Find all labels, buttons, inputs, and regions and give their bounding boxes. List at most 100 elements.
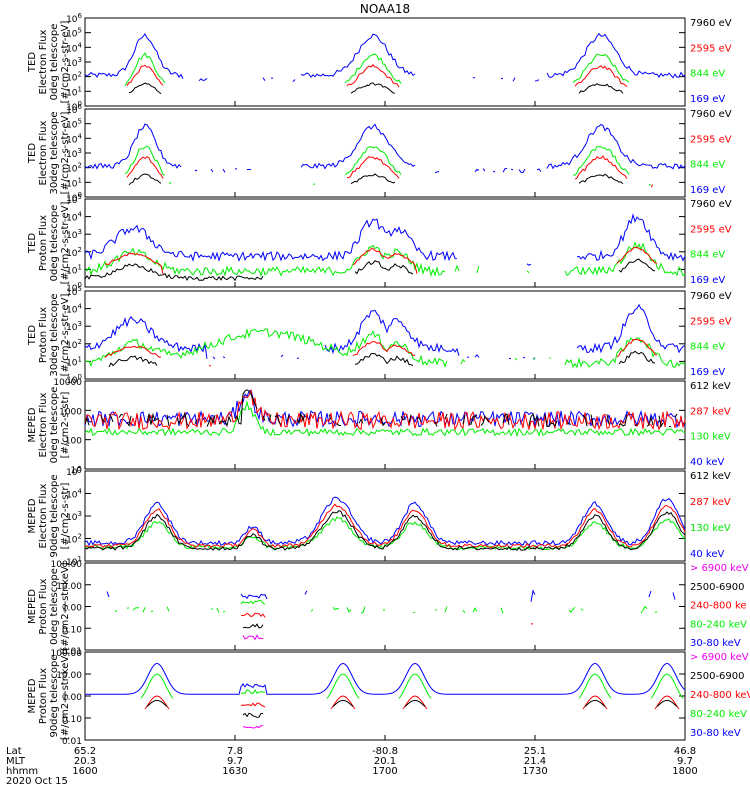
panel-3: TED Proton Flux 0deg telescope [#/cm2-s-str… [27, 193, 732, 294]
panel-5-ylabel-line: [#/cm2-s-str] [60, 391, 71, 458]
panel-1-ylabel-line: TED [27, 52, 38, 73]
panel-7-ytick-label: 1.00 [62, 604, 82, 614]
panel-8-ytick-label: 10.00 [56, 671, 82, 681]
panel-3-series-black [84, 258, 656, 282]
footer-hhmm-value: 1600 [72, 766, 97, 777]
panel-2-frame [84, 108, 686, 198]
panel-2-ylabel: TED Electron Flux 30deg telescope [#/cm2-s-… [27, 111, 71, 194]
panel-3-ylabel: TED Proton Flux 0deg telescope [#/cm2-s-str… [27, 202, 71, 285]
panel-8-ylabel-line: MEPED [27, 678, 38, 713]
panel-5-ylabel: MEPED Electron Flux 0deg telescope [#/cm2-s… [27, 387, 71, 464]
panel-6-ylabel-line: 90deg telescope [49, 474, 60, 557]
legend-blue: 169 eV [690, 94, 725, 105]
panel-4-series-green [84, 327, 686, 369]
legend-black: 7960 eV [690, 18, 732, 29]
chart-title: NOAA18 [360, 2, 410, 16]
panel-6-frame [84, 470, 686, 562]
panel-5-series-blue [84, 389, 686, 429]
panel-6-ylabel-line: [#/cm2-s-str] [60, 482, 71, 549]
panel-7-ylabel: MEPED Proton Flux 0deg telescope [#/cm2-s-s… [27, 562, 71, 650]
footer-hhmm-value: 1800 [672, 766, 697, 777]
legend-black: 2500-6900 [690, 582, 745, 593]
panel-7-ytick-label: 0.01 [62, 647, 82, 657]
panel-2-series-green [125, 146, 685, 185]
panel-3-ylabel-line: Proton Flux [38, 215, 49, 271]
panel-5-ylabel-line: Electron Flux [38, 392, 49, 457]
panel-5-ytick-label: 1000 [59, 407, 82, 417]
panel-3-series-red [104, 246, 658, 274]
panel-7-ylabel-line: Proton Flux [38, 578, 49, 634]
panel-5-ytick-label: 10 [71, 466, 83, 476]
footer-hhmm-value: 1730 [522, 766, 547, 777]
legend-blue: 169 eV [690, 185, 725, 196]
panel-8-ytick-label: 1.00 [62, 693, 82, 703]
panel-6-series-red [84, 503, 686, 549]
panel-4-series-black [108, 350, 655, 368]
panel-1-ylabel: TED Electron Flux 0deg telescope [#/cm2-s-s… [27, 21, 71, 104]
panel-5-ylabel-line: 0deg telescope [49, 387, 60, 464]
panel-8-ytick-label: 100.00 [51, 649, 83, 659]
panel-1-frame [84, 17, 686, 107]
panel-1-series-blue [84, 32, 686, 83]
panel-1-series-red [127, 65, 685, 95]
panel-7-ylabel-line: MEPED [27, 589, 38, 624]
footer-mlt-value: 21.4 [524, 756, 546, 767]
panel-7-series-black [242, 623, 264, 629]
panel-7-ytick-label: 0.10 [62, 625, 82, 635]
panel-5-legend: 612 keV 287 keV 130 keV 40 keV [690, 381, 731, 468]
panel-3-ylabel-line: [#/cm2-s-str-eV] [60, 202, 71, 285]
panel-8-ylabel-line: [#/cm2-s-str-keV] [60, 652, 71, 740]
legend-red: 2595 eV [690, 43, 732, 54]
legend-black: 7960 eV [690, 291, 732, 302]
panel-4-ylabel-line: Proton Flux [38, 307, 49, 363]
footer-row-label-mlt: MLT [6, 756, 26, 767]
panel-4: TED Proton Flux 30deg telescope [#/cm2-s-st… [27, 285, 732, 386]
panel-4-legend: 7960 eV 2595 eV 844 eV 169 eV [690, 291, 732, 378]
panel-7-ylabel-line: 0deg telescope [49, 568, 60, 645]
panel-8: MEPED Proton Flux 90deg telescope [#/cm2-s-… [27, 649, 750, 747]
legend-blue: 40 keV [690, 549, 724, 560]
panel-8-series-magenta [242, 725, 264, 729]
legend-red: 287 keV [690, 406, 731, 417]
panel-3-legend: 7960 eV 2595 eV 844 eV 169 eV [690, 199, 732, 286]
panel-7-legend: > 6900 keV 2500-6900 240-800 ke 80-240 keV 3… [690, 563, 749, 649]
footer-lat-value: 65.2 [74, 746, 96, 757]
panel-4-ylabel: TED Proton Flux 30deg telescope [#/cm2-s-st… [27, 293, 71, 376]
footer-mlt-value: 9.7 [677, 756, 693, 767]
legend-red: 2595 eV [690, 134, 732, 145]
panel-4-ylabel-line: TED [27, 325, 38, 346]
panel-3-series-blue [84, 213, 686, 266]
footer-hhmm-value: 1700 [372, 766, 397, 777]
legend-blue: 30-80 keV [690, 638, 741, 649]
panel-8-ytick-label: 0.01 [62, 737, 82, 747]
panel-6-series-black [84, 510, 686, 551]
panel-6-legend: 612 keV 287 keV 130 keV 40 keV [690, 471, 731, 560]
footer-lat-value: 7.8 [227, 746, 243, 757]
panel-3-series-green [84, 241, 686, 278]
legend-red: 287 keV [690, 497, 731, 508]
legend-blue: 30-80 keV [690, 728, 741, 739]
panel-2-ylabel-line: TED [27, 143, 38, 164]
panel-5-ylabel-line: MEPED [27, 407, 38, 442]
legend-blue: 169 eV [690, 367, 725, 378]
panel-5: MEPED Electron Flux 0deg telescope [#/cm2-s… [27, 378, 731, 476]
panel-6-ylabel: MEPED Electron Flux 90deg telescope [#/cm2-… [27, 474, 71, 557]
footer-mlt-value: 20.3 [74, 756, 96, 767]
panel-1-ylabel-line: 0deg telescope [49, 24, 60, 101]
legend-green: 844 eV [690, 69, 725, 80]
footer-date: 2020 Oct 15 [6, 776, 68, 787]
panel-5-ytick-label: 10000 [53, 378, 82, 388]
legend-green: 130 keV [690, 523, 731, 534]
panel-7-ytick-label: 10.00 [56, 582, 82, 592]
legend-black: 7960 eV [690, 109, 732, 120]
legend-black: 7960 eV [690, 199, 732, 210]
panel-5-series-green [84, 400, 686, 438]
panel-7-ytick-label: 100.00 [51, 560, 83, 570]
panel-2: TED Electron Flux 30deg telescope [#/cm2-s-… [27, 103, 732, 204]
panel-1-series-green [125, 53, 659, 92]
panel-2-ylabel-line: [#/cm2-s-str-eV] [60, 112, 71, 195]
legend-green: 844 eV [690, 342, 725, 353]
panel-8-series-black [146, 699, 678, 718]
footer-lat-value: 25.1 [524, 746, 546, 757]
